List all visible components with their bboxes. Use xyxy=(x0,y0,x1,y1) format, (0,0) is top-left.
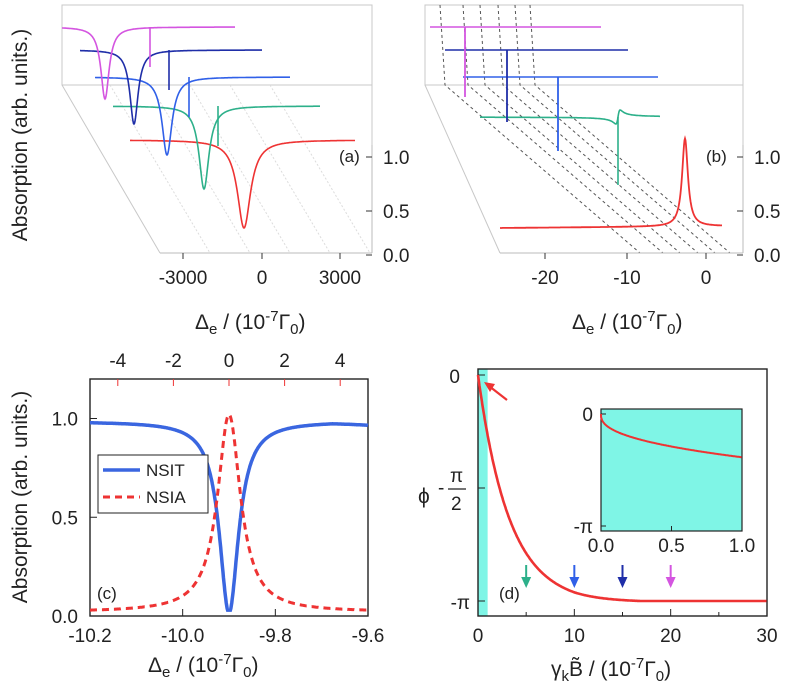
floor-left-edge xyxy=(61,84,161,254)
y-tick-label: 0 xyxy=(449,367,460,388)
guide-line xyxy=(462,4,664,254)
inset-frame xyxy=(600,408,743,532)
arrowhead-10 xyxy=(569,577,580,588)
floor-gridline xyxy=(109,84,211,254)
panel-d-inset: 0.0 0.5 1.0 0 -π xyxy=(574,405,756,557)
guide-line xyxy=(479,4,681,254)
floor-gridline xyxy=(189,84,291,254)
x-top-tick-label: 4 xyxy=(335,351,346,372)
x-top-tick-label: -2 xyxy=(165,351,182,372)
inset-x-tick-label: 1.0 xyxy=(729,536,755,557)
arrowhead-15 xyxy=(617,577,628,588)
panel-a-axes: -3000 0 3000 0.0 0.5 1.0 xyxy=(159,145,409,289)
series-0 xyxy=(500,135,722,229)
panel-d-shaded-region xyxy=(478,369,488,616)
back-wall xyxy=(424,4,744,86)
panel-a-ylabel: Absorption (arb. units.) xyxy=(9,29,32,241)
series-5 xyxy=(480,109,660,125)
series-NSIT xyxy=(90,421,369,612)
guide-line xyxy=(514,4,716,254)
panel-c-label: (c) xyxy=(97,584,117,603)
floor-gridline xyxy=(269,84,371,254)
x-top-tick-label: -4 xyxy=(109,351,126,372)
panel-b: -20 -10 0 0.0 0.5 1.0 (b) Δe / (10-7Γ0) xyxy=(424,4,780,338)
y-tick-label: -π xyxy=(451,593,470,614)
floor-gridline xyxy=(229,84,331,254)
arrowhead-20 xyxy=(665,577,676,588)
panel-b-xlabel: Δe / (10-7Γ0) xyxy=(572,308,683,338)
x-tick-label: 0 xyxy=(473,626,484,647)
panel-a: -3000 0 3000 0.0 0.5 1.0 (a) Absorption (arb.… xyxy=(9,4,409,338)
x-tick-label: -10 xyxy=(613,268,640,289)
legend-nsia-label: NSIA xyxy=(146,488,186,507)
panel-d-ylabel: ϕ xyxy=(418,485,430,508)
inset-x-tick-label: 0.5 xyxy=(658,536,684,557)
panel-d-xlabel: γkB̃ / (10-7Γ0) xyxy=(551,655,671,685)
panel-d-ticks: 0 10 20 300-π2-π xyxy=(438,367,778,647)
x-tick-label: 3000 xyxy=(319,268,361,289)
panel-b-axes: -20 -10 0 0.0 0.5 1.0 xyxy=(500,145,780,289)
arrowhead-5 xyxy=(521,577,532,588)
panel-d: 0 10 20 300-π2-π 0.0 0.5 1.00-π (d) ϕ γkB̃ / … xyxy=(418,367,778,685)
x-top-tick-label: 2 xyxy=(279,351,290,372)
x-bottom-tick-label: -9.6 xyxy=(352,626,385,647)
y-tick-label: 0.5 xyxy=(52,508,78,529)
x-top-tick-label: 0 xyxy=(224,351,235,372)
panel-a-series xyxy=(62,26,355,229)
y-tick-label: 1.0 xyxy=(383,148,409,169)
panel-b-label: (b) xyxy=(706,147,727,166)
panel-d-arrows xyxy=(484,382,676,588)
minus-sign: - xyxy=(438,478,444,499)
x-bottom-tick-label: -10.0 xyxy=(161,626,204,647)
panel-a-3d-box xyxy=(61,4,373,254)
guide-line xyxy=(497,4,699,254)
y-tick-label: 0.5 xyxy=(754,202,780,223)
panel-a-label: (a) xyxy=(339,147,360,166)
y-tick-label: 1.0 xyxy=(52,410,78,431)
inset-phase-curve xyxy=(600,413,742,459)
panel-d-series xyxy=(476,374,767,603)
x-tick-label: 30 xyxy=(756,626,777,647)
series-5 xyxy=(113,105,320,191)
y-tick-label: 0.5 xyxy=(383,202,409,223)
x-tick-label: 10 xyxy=(564,626,585,647)
y-tick-label: 1.0 xyxy=(754,148,780,169)
x-bottom-tick-label: -10.2 xyxy=(68,626,111,647)
y-tick-label: 0.0 xyxy=(754,246,780,267)
panel-b-series xyxy=(430,26,722,229)
panel-a-xlabel: Δe / (10-7Γ0) xyxy=(195,308,306,338)
legend-box xyxy=(97,454,209,514)
pi-denominator: 2 xyxy=(451,494,462,515)
panel-c-xlabel: Δe / (10-7Γ0) xyxy=(148,651,259,681)
y-tick-label: 0.0 xyxy=(52,607,78,628)
x-tick-label: 0 xyxy=(701,268,712,289)
panel-d-label: (d) xyxy=(499,584,520,603)
x-tick-label: 20 xyxy=(660,626,681,647)
x-bottom-tick-label: -9.8 xyxy=(259,626,292,647)
guide-line xyxy=(439,4,641,254)
floor-left-edge xyxy=(424,84,501,254)
inset-y-tick-label: 0 xyxy=(582,405,593,426)
x-tick-label: 0 xyxy=(257,268,268,289)
inset-x-tick-label: 0.0 xyxy=(588,536,614,557)
legend-nsit-label: NSIT xyxy=(146,461,185,480)
guide-line xyxy=(529,4,731,254)
panel-c-ticks: -10.2 -10.0 -9.8 -9.6 -4 -2 0 2 4 0.0 0.5 1.0 xyxy=(52,351,385,647)
arrowhead-0.5 xyxy=(484,382,495,392)
x-tick-label: -3000 xyxy=(159,268,208,289)
x-tick-label: -20 xyxy=(531,268,558,289)
panel-c-ylabel: Absorption (arb. units.) xyxy=(9,391,32,603)
phase-curve xyxy=(476,374,767,603)
series-0 xyxy=(130,139,355,229)
series-15 xyxy=(80,49,262,126)
y-tick-label: 0.0 xyxy=(383,246,409,267)
pi-numerator: π xyxy=(450,466,463,487)
y-tick-label-pi-half: -π 2 xyxy=(438,466,466,515)
panel-c: -10.2 -10.0 -9.8 -9.6 -4 -2 0 2 4 0.0 0.5 1.0 NSIT … xyxy=(9,351,384,681)
panel-c-legend: NSIT NSIA xyxy=(97,454,209,514)
inset-y-tick-label: -π xyxy=(574,517,593,538)
panel-c-series xyxy=(90,412,369,612)
series-20 xyxy=(62,26,235,101)
